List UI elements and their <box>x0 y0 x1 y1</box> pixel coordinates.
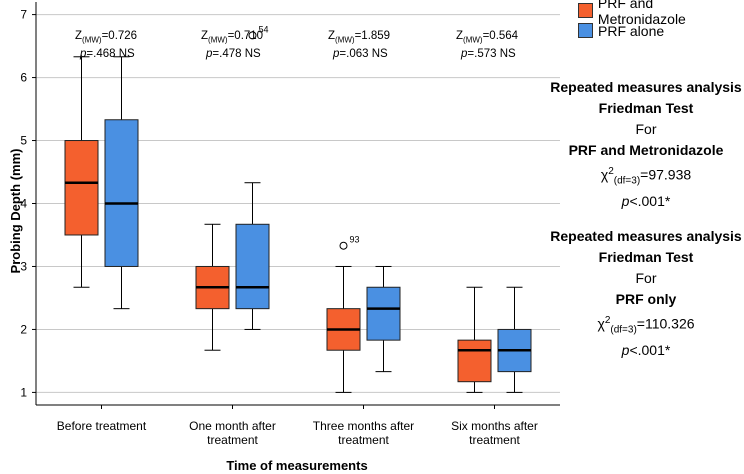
comparison-annotation: Z(MW)=0.710 p=.478 NS <box>201 30 264 61</box>
x-tick-label: treatment <box>469 433 520 447</box>
box-prf-metronidazole <box>195 223 230 351</box>
legend-label: PRF alone <box>598 22 665 39</box>
legend-swatch-prf-metronidazole <box>578 3 593 18</box>
legend-item: PRF alone <box>578 21 744 40</box>
outlier-label: 54 <box>259 24 269 34</box>
friedman-test-metronidazole: Repeated measures analysis Friedman Test… <box>550 79 742 210</box>
x-tick-label: Six months after <box>451 419 538 433</box>
x-axis-label: Time of measurements <box>226 458 367 473</box>
box-iqr <box>235 223 270 310</box>
box-prf-alone <box>497 286 532 393</box>
legend-item: PRF and Metronidazole <box>578 0 744 27</box>
y-tick-label: 7 <box>20 8 27 22</box>
box-prf-alone <box>366 265 401 373</box>
y-tick-label: 1 <box>20 385 27 399</box>
y-axis-label: Probing Depth (mm) <box>8 149 23 274</box>
box-prf-alone <box>235 182 270 330</box>
y-tick-label: 2 <box>20 322 27 336</box>
legend-swatch-prf-alone <box>578 23 593 38</box>
outlier-label: 93 <box>350 235 360 245</box>
comparison-annotation: Z(MW)=0.726 p=.468 NS <box>75 30 138 61</box>
box-iqr <box>457 339 492 383</box>
box-iqr <box>64 140 99 236</box>
comparison-annotation: Z(MW)=0.564 p=.573 NS <box>456 30 519 61</box>
x-tick-label: treatment <box>338 433 389 447</box>
boxes: 93 54 <box>64 24 532 393</box>
y-tick-label: 5 <box>20 134 27 148</box>
x-tick-label: treatment <box>207 433 258 447</box>
y-tick-label: 4 <box>20 197 27 211</box>
outlier-point <box>248 31 257 40</box>
outlier-point <box>339 241 348 250</box>
friedman-test-prf-only: Repeated measures analysis Friedman Test… <box>550 228 742 359</box>
box-prf-metronidazole <box>457 286 492 393</box>
x-tick-label: Before treatment <box>57 419 147 433</box>
box-iqr <box>104 119 139 267</box>
comparison-annotation: Z(MW)=1.859 p=.063 NS <box>328 30 391 61</box>
box-iqr <box>366 286 401 341</box>
y-tick-label: 6 <box>20 71 27 85</box>
y-tick-label: 3 <box>20 259 27 273</box>
box-prf-metronidazole <box>64 56 99 288</box>
x-tick-label: One month after <box>189 419 276 433</box>
x-tick-label: Three months after <box>313 419 414 433</box>
legend: PRF and Metronidazole PRF alone <box>578 0 744 41</box>
box-prf-metronidazole <box>326 265 361 393</box>
legend-label: PRF and Metronidazole <box>597 0 686 27</box>
axes <box>32 2 560 409</box>
box-prf-alone <box>104 56 139 310</box>
